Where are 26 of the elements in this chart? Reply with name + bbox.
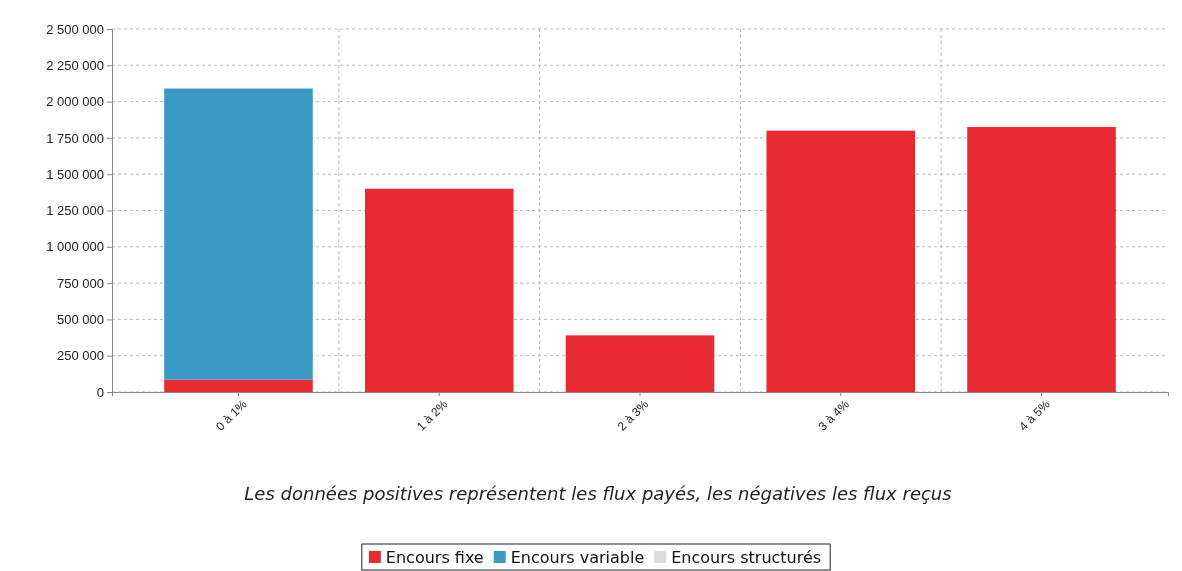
y-tick-label: 1 500 000 xyxy=(46,166,104,182)
y-tick-label: 2 000 000 xyxy=(46,94,104,110)
y-tick-label: 500 000 xyxy=(57,312,104,328)
y-tick-label: 1 000 000 xyxy=(46,239,104,255)
x-tick-label: 3 à 4% xyxy=(815,396,853,434)
bar xyxy=(967,127,1116,392)
x-tick-label: 1 à 2% xyxy=(414,396,451,434)
y-tick-label: 1 250 000 xyxy=(46,203,104,219)
bar xyxy=(364,188,514,392)
y-tick-label: 0 xyxy=(96,384,104,400)
text: Les données positives représentent les flux payés, les négatives les flux reçus xyxy=(244,483,952,504)
y-tick-label: 2 250 000 xyxy=(46,57,104,73)
bar xyxy=(164,379,313,392)
x-tick-label: 4 à 5% xyxy=(1016,396,1053,434)
bar xyxy=(565,335,715,392)
y-tick-label: 1 750 000 xyxy=(46,130,104,146)
x-tick-label: 2 à 3% xyxy=(614,396,652,434)
bar xyxy=(164,88,313,380)
y-tick-label: 750 000 xyxy=(57,275,104,291)
legend-label: Encours variable xyxy=(510,547,645,567)
y-tick-label: 2 500 000 xyxy=(46,21,104,37)
bar xyxy=(766,130,916,392)
x-tick-label: 0 à 1% xyxy=(213,396,250,434)
legend-label: Encours fixe xyxy=(385,547,484,567)
legend-label: Encours structurés xyxy=(671,547,822,567)
y-tick-label: 250 000 xyxy=(57,348,104,364)
